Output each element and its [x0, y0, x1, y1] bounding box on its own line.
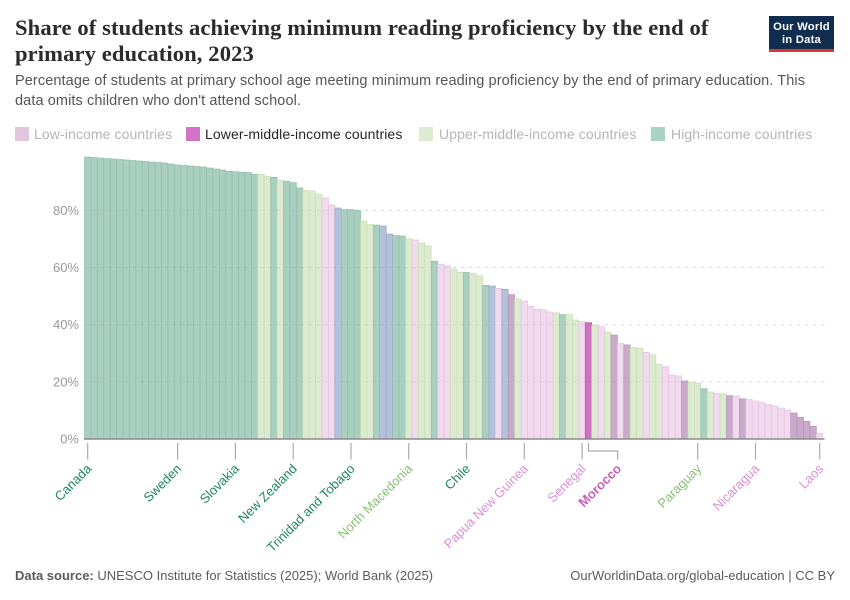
svg-text:Laos: Laos: [796, 461, 827, 492]
svg-text:Nicaragua: Nicaragua: [710, 460, 763, 513]
svg-text:0%: 0%: [60, 432, 79, 447]
svg-text:20%: 20%: [53, 374, 79, 389]
svg-text:Slovakia: Slovakia: [197, 460, 243, 506]
svg-text:60%: 60%: [53, 260, 79, 275]
svg-text:Chile: Chile: [442, 461, 474, 493]
svg-text:80%: 80%: [53, 203, 79, 218]
svg-text:Paraguay: Paraguay: [654, 461, 704, 511]
svg-text:40%: 40%: [53, 317, 79, 332]
svg-text:Sweden: Sweden: [140, 461, 184, 505]
svg-text:New Zealand: New Zealand: [235, 461, 300, 526]
svg-text:Canada: Canada: [52, 460, 95, 503]
